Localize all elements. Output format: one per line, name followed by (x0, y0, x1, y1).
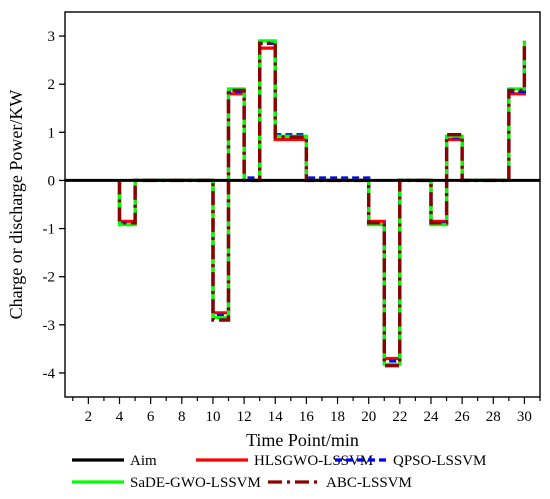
legend-label: ABC-LSSVM (326, 475, 412, 491)
x-tick-label: 18 (330, 409, 345, 425)
x-tick-label: 24 (423, 409, 439, 425)
x-tick-label: 20 (361, 409, 376, 425)
y-tick-label: 1 (48, 125, 56, 141)
series-line-qpso-lssvm (117, 41, 527, 363)
x-tick-label: 4 (116, 409, 124, 425)
y-tick-label: 2 (48, 77, 56, 93)
x-tick-label: 8 (178, 409, 186, 425)
y-tick-label: 3 (48, 29, 56, 45)
legend-label: QPSO-LSSVM (393, 453, 486, 469)
x-tick-label: 30 (517, 409, 532, 425)
y-tick-label: -2 (43, 270, 56, 286)
y-tick-label: -4 (43, 366, 56, 382)
legend-label: Aim (130, 453, 157, 469)
legend-label: HLSGWO-LSSVM (254, 453, 373, 469)
x-axis-title: Time Point/min (246, 430, 359, 450)
x-tick-label: 2 (85, 409, 93, 425)
legend: Aim HLSGWO-LSSVM QPSO-LSSVM SaDE-GWO-LSSVM A… (72, 453, 486, 491)
x-tick-label: 26 (455, 409, 471, 425)
y-tick-label: -1 (43, 222, 56, 238)
plot-frame (64, 11, 541, 398)
series-line-sade-gwo-lssvm (117, 39, 527, 366)
x-tick-label: 6 (147, 409, 155, 425)
legend-label: SaDE-GWO-LSSVM (130, 475, 261, 491)
x-tick-label: 10 (205, 409, 220, 425)
y-tick-label: -3 (43, 318, 56, 334)
y-axis: -4 -3 -2 -1 0 1 2 3 (43, 29, 65, 382)
y-axis-title: Charge or discharge Power/KW (6, 90, 26, 320)
x-tick-label: 28 (486, 409, 501, 425)
x-axis: 2 4 6 8 10 12 14 16 18 20 22 24 26 28 30 (72, 397, 541, 425)
series-line-abc-lssvm (117, 40, 527, 368)
plot-lines (65, 39, 540, 368)
x-tick-label: 12 (237, 409, 252, 425)
x-tick-label: 14 (268, 409, 284, 425)
x-tick-label: 22 (392, 409, 407, 425)
series-line-hlsgwo-lssvm (117, 46, 527, 361)
y-tick-label: 0 (48, 173, 56, 189)
x-tick-label: 16 (299, 409, 315, 425)
